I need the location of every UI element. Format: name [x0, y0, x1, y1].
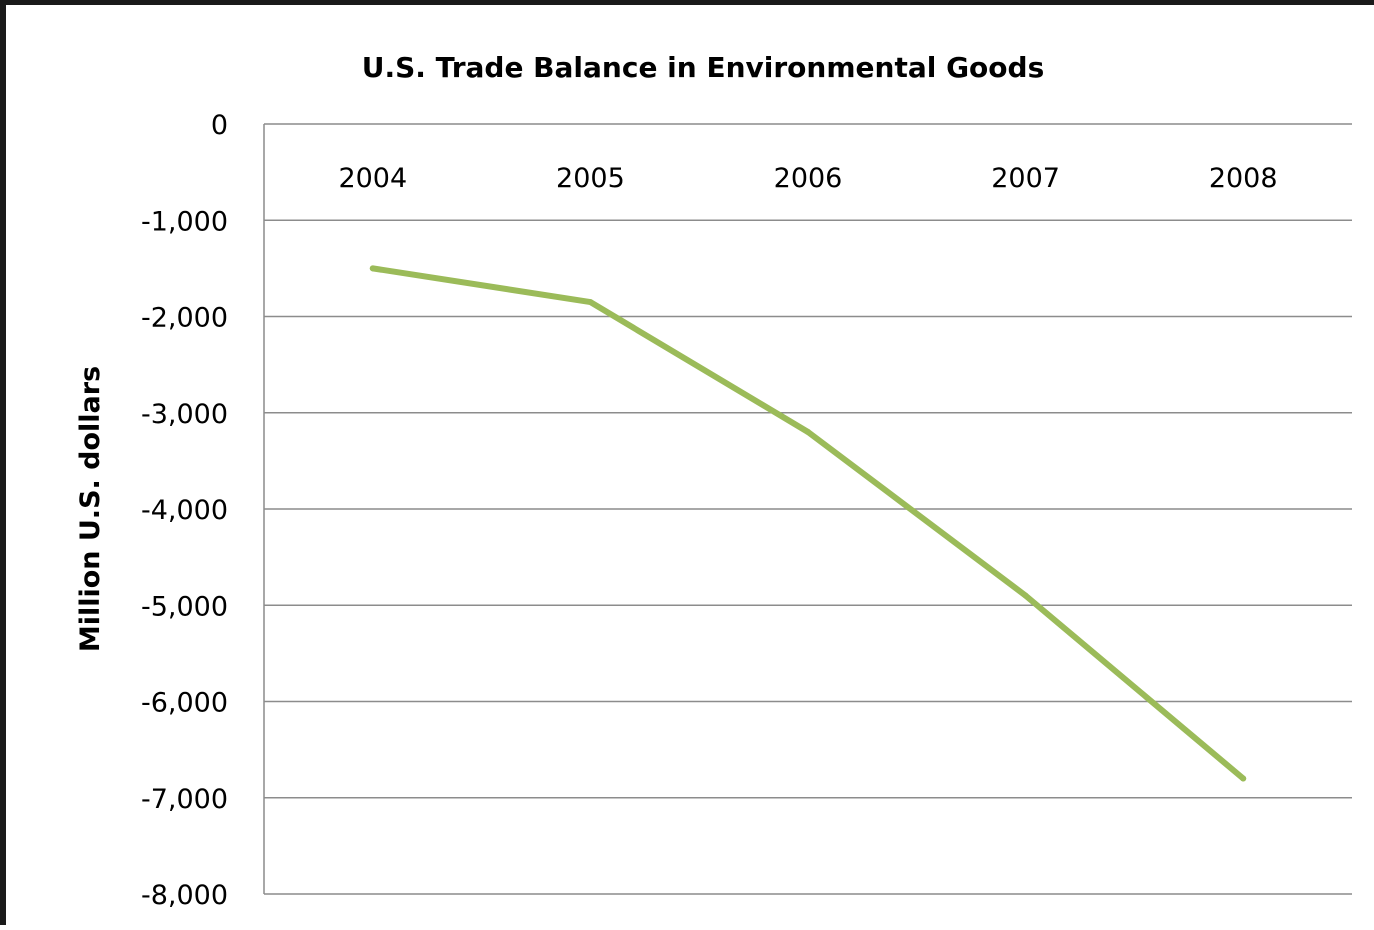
y-tick-label: -7,000 [141, 784, 228, 815]
y-tick-label: 0 [211, 110, 228, 141]
x-tick-label: 2008 [1209, 163, 1278, 194]
series [369, 265, 1247, 782]
y-tick-label: -3,000 [141, 399, 228, 430]
y-tick-label: -4,000 [141, 495, 228, 526]
x-tick-label: 2007 [991, 163, 1060, 194]
y-axis-label: Million U.S. dollars [75, 366, 106, 652]
data-point [1240, 775, 1247, 782]
x-tick-label: 2005 [556, 163, 625, 194]
y-tick-label: -5,000 [141, 591, 228, 622]
y-tick-labels: 0 -1,000 -2,000 -3,000 -4,000 -5,000 -6,000 -7,… [141, 110, 228, 911]
x-tick-labels: 2004 2005 2006 2007 2008 [338, 163, 1277, 194]
line-chart: U.S. Trade Balance in Environmental Good… [75, 51, 1352, 911]
y-tick-label: -6,000 [141, 688, 228, 719]
gridlines [264, 123, 1352, 895]
data-point [1022, 592, 1029, 599]
x-tick-label: 2004 [338, 163, 407, 194]
data-point [587, 299, 594, 306]
y-tick-label: -2,000 [141, 303, 228, 334]
data-point [369, 265, 376, 272]
x-tick-label: 2006 [774, 163, 843, 194]
chart-title: U.S. Trade Balance in Environmental Good… [362, 51, 1045, 84]
y-tick-label: -1,000 [141, 206, 228, 237]
data-point [805, 429, 811, 435]
y-tick-label: -8,000 [141, 880, 228, 911]
